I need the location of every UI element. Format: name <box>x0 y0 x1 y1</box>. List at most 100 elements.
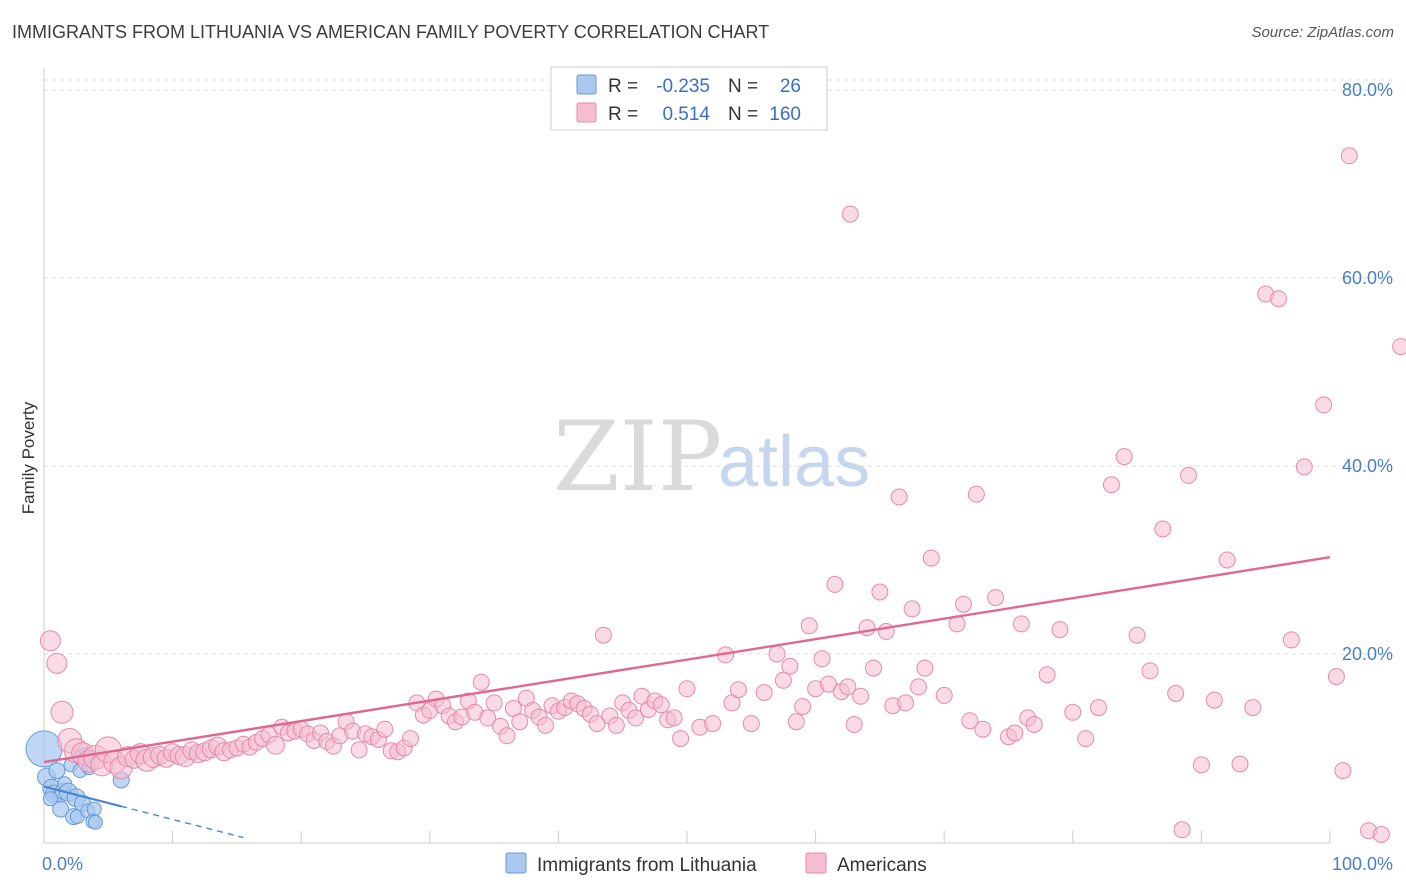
point-americans-137 <box>974 720 992 738</box>
legend-swatch-lithuania <box>576 74 597 95</box>
point-americans-144 <box>1038 666 1056 684</box>
trend-lines <box>43 555 1331 839</box>
point-americans-171 <box>1392 338 1406 356</box>
point-americans-141 <box>1012 615 1030 633</box>
point-americans-168 <box>1340 147 1358 165</box>
point-americans-35 <box>266 735 285 755</box>
point-americans-132 <box>935 686 953 704</box>
point-americans-111 <box>794 698 812 716</box>
point-americans-157 <box>1205 691 1223 709</box>
point-americans-136 <box>967 485 985 503</box>
legend-r-label-lithuania: R = <box>608 76 638 97</box>
point-americans-48 <box>350 741 368 759</box>
point-americans-110 <box>787 713 805 731</box>
point-americans-68 <box>479 709 497 727</box>
legend-r-value-lithuania: -0.235 <box>656 76 710 97</box>
point-americans-174 <box>841 205 859 223</box>
chart-source: Source: ZipAtlas.com <box>1251 24 1394 41</box>
point-americans-98 <box>672 730 690 748</box>
point-americans-165 <box>1315 396 1333 414</box>
point-americans-107 <box>768 645 786 663</box>
legend-box <box>550 66 828 131</box>
axes <box>43 68 1331 844</box>
point-lithuania-4 <box>48 762 66 780</box>
y-tick-label-2: 60.0% <box>1342 268 1393 288</box>
legend-n-value-lithuania: 26 <box>780 76 801 97</box>
point-americans-86 <box>594 626 612 644</box>
legend-n-label-americans: N = <box>728 104 758 125</box>
watermark-zip: ZIP <box>553 401 722 513</box>
point-americans-73 <box>511 713 529 731</box>
point-americans-166 <box>1327 668 1345 686</box>
point-americans-97 <box>665 709 683 727</box>
x-tick-labels: 0.0% 100.0% <box>42 854 1393 874</box>
point-lithuania-22 <box>42 791 58 807</box>
y-axis-label: Family Poverty <box>19 401 38 514</box>
point-americans-122 <box>865 659 882 677</box>
point-americans-143 <box>1025 716 1043 733</box>
point-americans-120 <box>852 687 870 705</box>
point-americans-128 <box>903 600 921 618</box>
series-legend: Immigrants from Lithuania Americans <box>505 852 927 876</box>
series-legend-swatch-americans <box>805 852 827 874</box>
point-americans-164 <box>1295 458 1313 476</box>
point-americans-160 <box>1244 699 1262 717</box>
point-americans-155 <box>1180 466 1197 484</box>
point-americans-146 <box>1064 703 1082 721</box>
point-americans-1 <box>46 652 68 674</box>
series-legend-swatch-lithuania <box>505 852 527 874</box>
point-americans-106 <box>755 684 773 701</box>
point-americans-151 <box>1128 626 1146 644</box>
point-americans-129 <box>910 678 927 696</box>
point-americans-153 <box>1154 520 1172 538</box>
point-americans-147 <box>1077 730 1095 748</box>
point-americans-149 <box>1102 476 1120 494</box>
y-tick-label-3: 80.0% <box>1342 80 1393 100</box>
point-americans-126 <box>890 488 908 506</box>
point-americans-118 <box>839 678 857 696</box>
legend-swatch-americans <box>576 102 597 123</box>
point-americans-131 <box>922 549 940 567</box>
point-americans-105 <box>742 715 760 733</box>
point-americans-159 <box>1231 755 1249 773</box>
y-tick-labels: 20.0% 40.0% 60.0% 80.0% <box>1342 80 1393 664</box>
point-americans-156 <box>1192 756 1210 774</box>
y-tick-label-0: 20.0% <box>1342 644 1393 664</box>
point-americans-99 <box>678 680 696 698</box>
point-americans-101 <box>704 715 722 733</box>
point-americans-2 <box>50 700 74 724</box>
point-americans-108 <box>774 671 792 689</box>
point-americans-67 <box>472 673 490 691</box>
trend-line-americans <box>43 555 1331 764</box>
watermark: ZIP atlas <box>553 401 870 513</box>
data-points <box>25 147 1406 843</box>
trend-line-lithuania <box>43 785 122 808</box>
correlation-legend: R = -0.235 N = 26 R = 0.514 N = 160 <box>550 66 828 131</box>
point-americans-152 <box>1141 662 1159 680</box>
point-americans-134 <box>955 595 972 613</box>
point-americans-130 <box>916 659 934 677</box>
point-americans-95 <box>652 696 670 714</box>
point-americans-145 <box>1051 621 1069 639</box>
point-americans-121 <box>858 619 876 637</box>
point-americans-140 <box>1006 724 1024 742</box>
legend-n-value-americans: 160 <box>769 104 801 125</box>
point-americans-0 <box>39 630 61 652</box>
point-americans-114 <box>813 650 831 668</box>
series-legend-label-americans: Americans <box>837 855 927 876</box>
point-lithuania-6 <box>52 800 70 818</box>
point-americans-170 <box>1372 826 1390 843</box>
series-legend-label-lithuania: Immigrants from Lithuania <box>537 855 757 876</box>
point-americans-88 <box>607 716 625 734</box>
point-americans-150 <box>1115 448 1133 466</box>
legend-r-label-americans: R = <box>608 104 638 125</box>
point-americans-162 <box>1270 290 1288 308</box>
point-americans-138 <box>987 589 1005 607</box>
point-americans-123 <box>871 583 889 601</box>
point-americans-116 <box>826 575 844 593</box>
point-americans-135 <box>961 712 979 730</box>
trend-line-lithuania-extension <box>120 805 244 839</box>
point-americans-71 <box>498 727 516 745</box>
point-americans-173 <box>1173 821 1191 839</box>
